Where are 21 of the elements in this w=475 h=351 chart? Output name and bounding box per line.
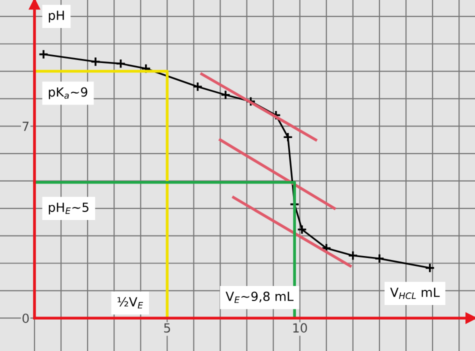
annotation: pK$_{a}$~9 [48, 87, 88, 100]
point [296, 224, 308, 235]
x-tick-label: 5 [164, 323, 170, 333]
point [90, 56, 101, 67]
point [374, 254, 385, 264]
point [424, 262, 435, 273]
point [282, 132, 293, 142]
annotation: pH$_{E}$~5 [48, 202, 88, 214]
annotation: V$_{E}$~9,8 mL [226, 292, 294, 303]
x-tick-label: 10 [293, 323, 307, 333]
point [38, 49, 49, 60]
y-tick-label: 0 [22, 314, 29, 324]
annotation: ½V$_{E}$ [118, 297, 144, 308]
x-axis-title: V$_{HCL}$ mL [390, 288, 440, 300]
point [116, 58, 126, 69]
y-axis-title: pH [48, 10, 64, 22]
point [348, 250, 358, 261]
point [220, 90, 231, 100]
point [246, 96, 256, 107]
point [192, 82, 203, 92]
y-tick-label: 7 [22, 122, 29, 131]
